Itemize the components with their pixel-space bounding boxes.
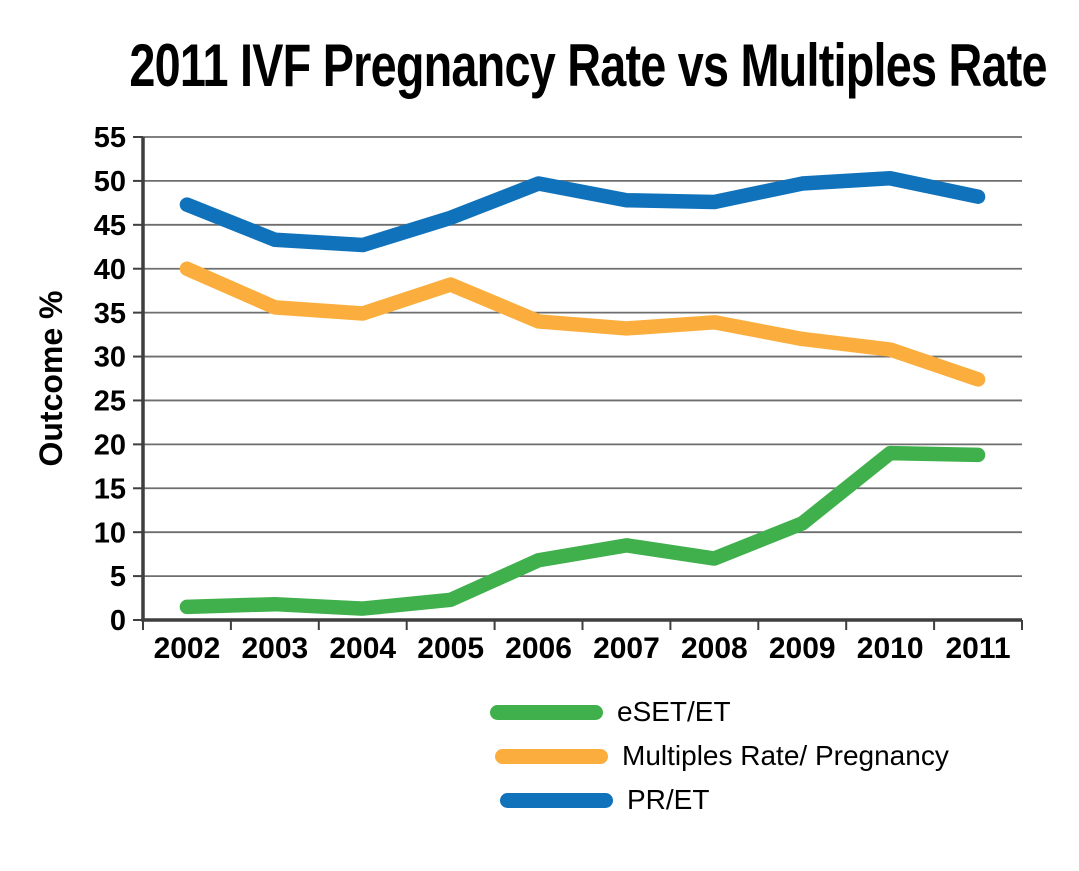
ytick-label-35: 35 — [94, 298, 126, 330]
ytick-label-55: 55 — [94, 122, 126, 154]
xtick-label-2005: 2005 — [417, 632, 484, 665]
chart-legend: eSET/ET Multiples Rate/ Pregnancy PR/ET — [490, 690, 949, 822]
legend-label-eset-et: eSET/ET — [617, 696, 731, 727]
legend-item-eset-et: eSET/ET — [490, 690, 949, 734]
legend-swatch-pr-et — [500, 792, 613, 808]
xtick-label-2002: 2002 — [154, 632, 221, 665]
xtick-label-2003: 2003 — [241, 632, 308, 665]
legend-item-multiples-rate-pregnancy: Multiples Rate/ Pregnancy — [495, 734, 949, 778]
xtick-label-2007: 2007 — [593, 632, 660, 665]
legend-swatch-eset-et — [490, 704, 603, 720]
y-axis-title: Outcome % — [33, 290, 69, 466]
series-line-eset-et — [179, 445, 986, 616]
ytick-label-45: 45 — [94, 210, 126, 242]
series-line-pr-et — [179, 171, 986, 253]
ytick-label-40: 40 — [94, 254, 126, 286]
chart-title-text: 2011 IVF Pregnancy Rate vs Multiples Rat… — [129, 32, 1047, 99]
xtick-label-2004: 2004 — [329, 632, 396, 665]
ytick-label-5: 5 — [110, 561, 126, 593]
series-line-multiples-rate-pregnancy — [179, 261, 986, 387]
legend-label-pr-et: PR/ET — [627, 784, 710, 815]
ytick-label-30: 30 — [94, 342, 126, 374]
ytick-label-10: 10 — [94, 517, 126, 549]
xtick-label-2010: 2010 — [857, 632, 924, 665]
ytick-label-25: 25 — [94, 386, 126, 418]
xtick-label-2011: 2011 — [946, 632, 1011, 665]
xtick-label-2008: 2008 — [681, 632, 748, 665]
ytick-label-0: 0 — [110, 605, 126, 637]
legend-label-multiples-rate-pregnancy: Multiples Rate/ Pregnancy — [622, 740, 949, 771]
legend-swatch-multiples-rate-pregnancy — [495, 748, 608, 764]
line-chart: 0 5 10 15 20 25 30 35 40 45 50 55 2002 2003 2004 2005 20… — [33, 122, 1023, 665]
legend-item-pr-et: PR/ET — [500, 778, 949, 822]
xtick-label-2009: 2009 — [769, 632, 836, 665]
ytick-label-50: 50 — [94, 166, 126, 198]
chart-title: 2011 IVF Pregnancy Rate vs Multiples Rat… — [0, 36, 1079, 96]
ytick-label-20: 20 — [94, 430, 126, 462]
ytick-label-15: 15 — [94, 473, 126, 505]
xtick-label-2006: 2006 — [505, 632, 572, 665]
